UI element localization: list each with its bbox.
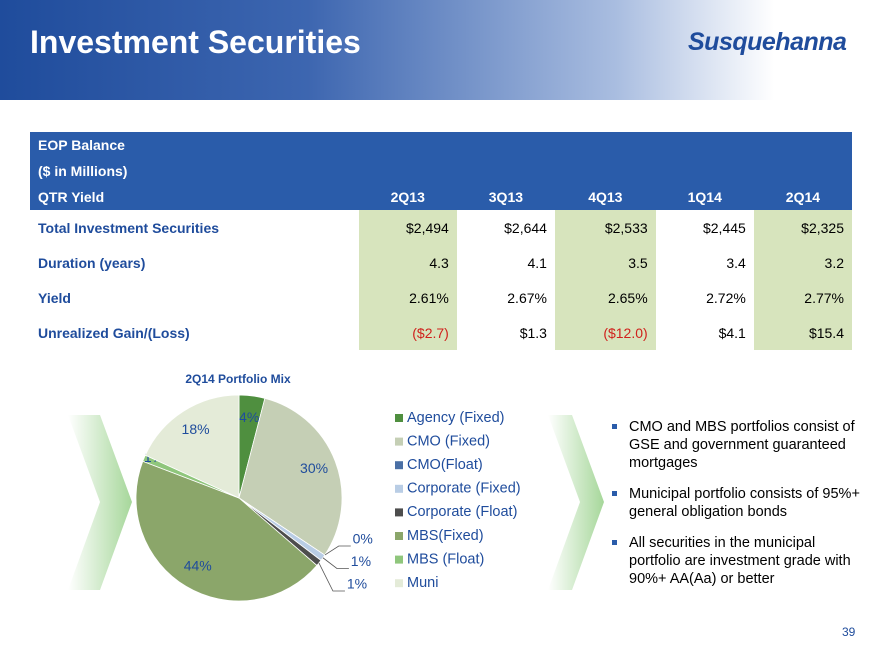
table-cell: $2,494 <box>358 210 457 245</box>
table-cell: ($2.7) <box>358 315 457 350</box>
legend-label: Muni <box>407 575 438 591</box>
column-header: 2Q13 <box>358 184 457 210</box>
legend-label: Corporate (Float) <box>407 504 517 520</box>
column-header <box>753 158 852 184</box>
data-label: 1% <box>347 576 367 592</box>
row-label: Duration (years) <box>38 254 146 271</box>
legend-label: CMO (Fixed) <box>407 433 490 449</box>
table-cell: 3.5 <box>554 245 656 280</box>
column-header: 3Q13 <box>456 184 555 210</box>
header-row: EOP Balance <box>30 132 852 158</box>
legend-swatch <box>395 555 403 564</box>
table-cell: 4.3 <box>358 245 457 280</box>
data-label: 4% <box>239 409 259 425</box>
data-label: 30% <box>300 460 328 476</box>
leader-line <box>318 562 345 592</box>
legend-label: MBS(Fixed) <box>407 528 484 544</box>
legend-swatch <box>395 532 403 540</box>
header-cell: EOP Balance <box>30 132 359 158</box>
leader-line <box>324 545 351 556</box>
table-row: Total Investment Securities $2,494 $2,644 $… <box>30 210 852 245</box>
table-row: Yield 2.61% 2.67% 2.65% 2.72% 2.77% <box>30 280 852 315</box>
header-row: ($ in Millions) <box>30 158 852 184</box>
bullet-list: CMO and MBS portfolios consist of GSE an… <box>612 418 862 601</box>
chevron <box>548 415 604 590</box>
data-label: 18% <box>182 421 210 437</box>
column-header <box>554 158 656 184</box>
table-cell: $2,445 <box>702 219 746 236</box>
data-label: 1% <box>351 553 371 569</box>
bullet: CMO and MBS portfolios consist of GSE an… <box>612 418 862 472</box>
table-cell: $15.4 <box>753 315 852 350</box>
bullet: All securities in the municipal portfoli… <box>612 534 862 588</box>
data-label: 0% <box>353 531 373 547</box>
table-cell: 3.4 <box>726 254 746 271</box>
column-header <box>456 158 555 184</box>
legend-swatch <box>395 437 403 446</box>
row-label: Yield <box>38 289 71 306</box>
column-header: 4Q13 <box>554 184 656 210</box>
row-label: Total Investment Securities <box>38 219 220 236</box>
banner <box>0 0 880 100</box>
pie-slice <box>144 394 240 499</box>
table-cell: 2.65% <box>554 280 656 315</box>
column-header: 2Q14 <box>753 184 852 210</box>
table-cell: 2.77% <box>753 280 852 315</box>
legend-label: Agency (Fixed) <box>407 410 505 426</box>
bullet: Municipal portfolio consists of 95%+ gen… <box>612 485 862 521</box>
pie-slice <box>135 460 318 602</box>
legend-swatch <box>395 461 403 470</box>
legend-swatch <box>395 484 403 493</box>
legend-label: CMO(Float) <box>407 457 483 473</box>
table-cell: $4.1 <box>718 324 746 341</box>
column-header <box>554 132 656 158</box>
table-cell: 2.61% <box>358 280 457 315</box>
table-cell: $1.3 <box>519 324 547 341</box>
column-header <box>358 158 457 184</box>
logo: Susquehanna <box>688 28 847 56</box>
table-cell: $2,533 <box>554 210 656 245</box>
legend-swatch <box>395 414 403 422</box>
legend-swatch <box>395 508 403 517</box>
column-header: 1Q14 <box>655 184 754 210</box>
row-label: Unrealized Gain/(Loss) <box>38 324 190 341</box>
column-header <box>456 132 555 158</box>
title: Investment Securities <box>30 24 361 60</box>
chart-title: 2Q14 Portfolio Mix <box>185 372 291 386</box>
chevron <box>68 415 132 590</box>
table-cell: $2,644 <box>504 219 547 236</box>
header-cell: ($ in Millions) <box>30 158 359 184</box>
table-cell: 2.67% <box>507 289 547 306</box>
page-number: 39 <box>842 625 856 639</box>
legend-label: MBS (Float) <box>407 551 484 567</box>
legend-swatch <box>395 579 403 588</box>
table-cell: 4.1 <box>527 254 547 271</box>
leader-line <box>322 557 349 569</box>
table-cell: ($12.0) <box>554 315 656 350</box>
column-header <box>655 132 754 158</box>
header-cell: QTR Yield <box>30 184 359 210</box>
header-row: QTR Yield 2Q13 3Q13 4Q13 1Q14 2Q14 <box>30 184 852 210</box>
table-row: Unrealized Gain/(Loss) ($2.7) $1.3 ($12.0) $… <box>30 315 852 350</box>
data-label: 44% <box>184 558 212 574</box>
data-table: EOP Balance ($ in Millions) QTR Yield 2Q13 3… <box>30 132 852 350</box>
pie-slice <box>238 397 343 556</box>
table-cell: 2.72% <box>706 289 746 306</box>
table-cell: 3.2 <box>753 245 852 280</box>
column-header <box>655 158 754 184</box>
legend-label: Corporate (Fixed) <box>407 481 521 497</box>
column-header <box>753 132 852 158</box>
column-header <box>358 132 457 158</box>
table-row: Duration (years) 4.3 4.1 3.5 3.4 3.2 <box>30 245 852 280</box>
table-cell: $2,325 <box>753 210 852 245</box>
